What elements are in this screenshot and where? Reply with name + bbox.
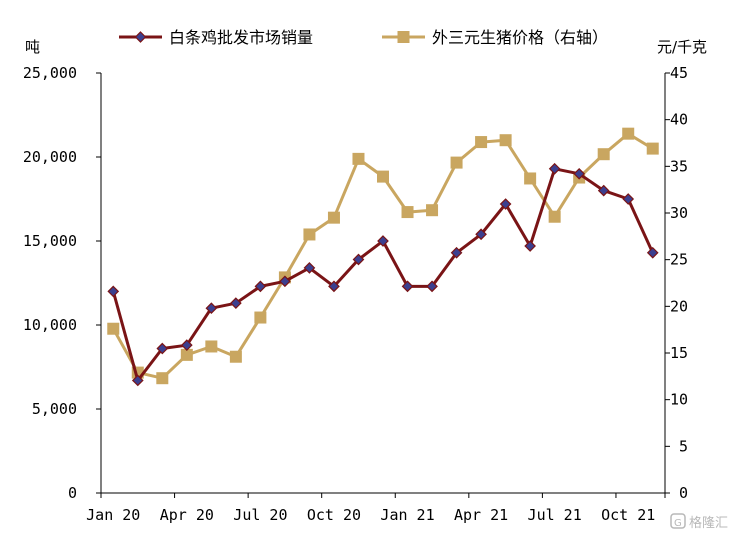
data-point-sales bbox=[303, 262, 316, 274]
data-point-sales bbox=[597, 184, 610, 197]
data-point-sales bbox=[328, 280, 340, 293]
legend-marker-sales bbox=[134, 31, 147, 43]
data-point-sales bbox=[180, 339, 193, 352]
data-point-price bbox=[524, 172, 537, 185]
data-point-price bbox=[377, 170, 389, 183]
watermark: G 格隆汇 bbox=[670, 513, 728, 531]
data-point-sales bbox=[156, 342, 169, 355]
data-point-price bbox=[548, 210, 561, 223]
data-point-price bbox=[229, 350, 242, 363]
svg-text:G: G bbox=[674, 518, 682, 529]
series-layer bbox=[107, 127, 659, 387]
legend-marker-price bbox=[397, 31, 410, 43]
y-right-tick-label: 10 bbox=[670, 391, 688, 409]
data-point-sales bbox=[475, 228, 487, 241]
legend-item-sales[interactable]: 白条鸡批发市场销量 bbox=[119, 28, 313, 47]
y-right-tick-label: 35 bbox=[670, 157, 688, 175]
data-point-sales bbox=[254, 280, 267, 293]
y-left-tick-label: 15,000 bbox=[23, 232, 77, 250]
data-point-sales bbox=[279, 275, 291, 288]
x-tick-label: Jan 21 bbox=[380, 506, 434, 524]
x-tick-label: Oct 21 bbox=[601, 506, 655, 524]
logo-icon: G bbox=[670, 513, 686, 529]
data-point-price bbox=[327, 211, 340, 224]
series-line-price bbox=[111, 132, 654, 380]
data-point-price bbox=[646, 142, 659, 155]
series-price bbox=[107, 127, 659, 385]
legend-item-price[interactable]: 外三元生猪价格（右轴） bbox=[382, 28, 608, 47]
series-line-sales bbox=[111, 167, 655, 382]
data-point-sales bbox=[230, 297, 242, 310]
right-axis-unit: 元/千克 bbox=[657, 38, 707, 56]
data-point-sales bbox=[426, 280, 438, 293]
data-point-sales bbox=[352, 253, 365, 266]
y-left-tick-label: 20,000 bbox=[23, 148, 77, 166]
data-point-price bbox=[180, 348, 193, 361]
left-axis-unit: 吨 bbox=[25, 38, 40, 56]
data-point-price bbox=[303, 228, 316, 241]
data-point-price bbox=[156, 372, 169, 385]
data-point-sales bbox=[131, 374, 144, 387]
data-point-sales bbox=[573, 167, 586, 180]
x-tick-label: Jul 20 bbox=[233, 506, 287, 524]
data-point-sales bbox=[205, 302, 218, 315]
data-point-price bbox=[499, 134, 512, 147]
data-point-price bbox=[622, 127, 635, 140]
data-point-sales bbox=[548, 162, 561, 175]
y-right-tick-label: 30 bbox=[670, 204, 688, 222]
data-point-price bbox=[352, 152, 365, 165]
data-point-sales bbox=[524, 240, 536, 252]
x-tick-label: Oct 20 bbox=[307, 506, 361, 524]
data-point-price bbox=[597, 148, 610, 161]
watermark-text: 格隆汇 bbox=[689, 515, 728, 531]
axes: 0 5,000 10,000 15,000 20,000 25,000 0 5 10 15 20 25… bbox=[23, 64, 688, 524]
data-point-price bbox=[450, 156, 463, 169]
data-point-price bbox=[254, 311, 267, 324]
y-right-tick-label: 40 bbox=[670, 111, 688, 129]
data-point-price bbox=[401, 206, 414, 219]
y-right-tick-label: 15 bbox=[670, 344, 688, 362]
data-point-sales bbox=[107, 285, 120, 298]
y-right-tick-label: 20 bbox=[670, 297, 688, 315]
data-point-price bbox=[107, 322, 120, 335]
x-tick-label: Jul 21 bbox=[528, 506, 582, 524]
data-point-sales bbox=[646, 246, 659, 259]
y-right-tick-label: 25 bbox=[670, 251, 688, 269]
data-point-sales bbox=[499, 198, 512, 210]
legend-label-sales: 白条鸡批发市场销量 bbox=[169, 28, 313, 47]
y-left-tick-label: 25,000 bbox=[23, 64, 77, 82]
data-point-sales bbox=[401, 280, 414, 293]
y-left-tick-label: 10,000 bbox=[23, 316, 77, 334]
data-point-price bbox=[475, 136, 488, 149]
data-point-price bbox=[426, 204, 439, 217]
y-right-tick-label: 5 bbox=[679, 437, 688, 455]
y-left-tick-label: 0 bbox=[68, 484, 77, 502]
y-right-tick-label: 0 bbox=[679, 484, 688, 502]
x-tick-label: Jan 20 bbox=[86, 506, 140, 524]
x-tick-label: Apr 20 bbox=[160, 506, 214, 524]
data-point-sales bbox=[622, 193, 635, 205]
x-tick-label: Apr 21 bbox=[454, 506, 508, 524]
data-point-sales bbox=[450, 246, 463, 259]
data-point-price bbox=[205, 340, 218, 353]
y-right-tick-label: 45 bbox=[670, 64, 688, 82]
series-sales bbox=[107, 162, 659, 387]
legend: 白条鸡批发市场销量 外三元生猪价格（右轴） bbox=[119, 28, 608, 47]
data-point-sales bbox=[377, 235, 389, 247]
y-left-tick-label: 5,000 bbox=[32, 400, 77, 418]
legend-label-price: 外三元生猪价格（右轴） bbox=[432, 28, 608, 47]
